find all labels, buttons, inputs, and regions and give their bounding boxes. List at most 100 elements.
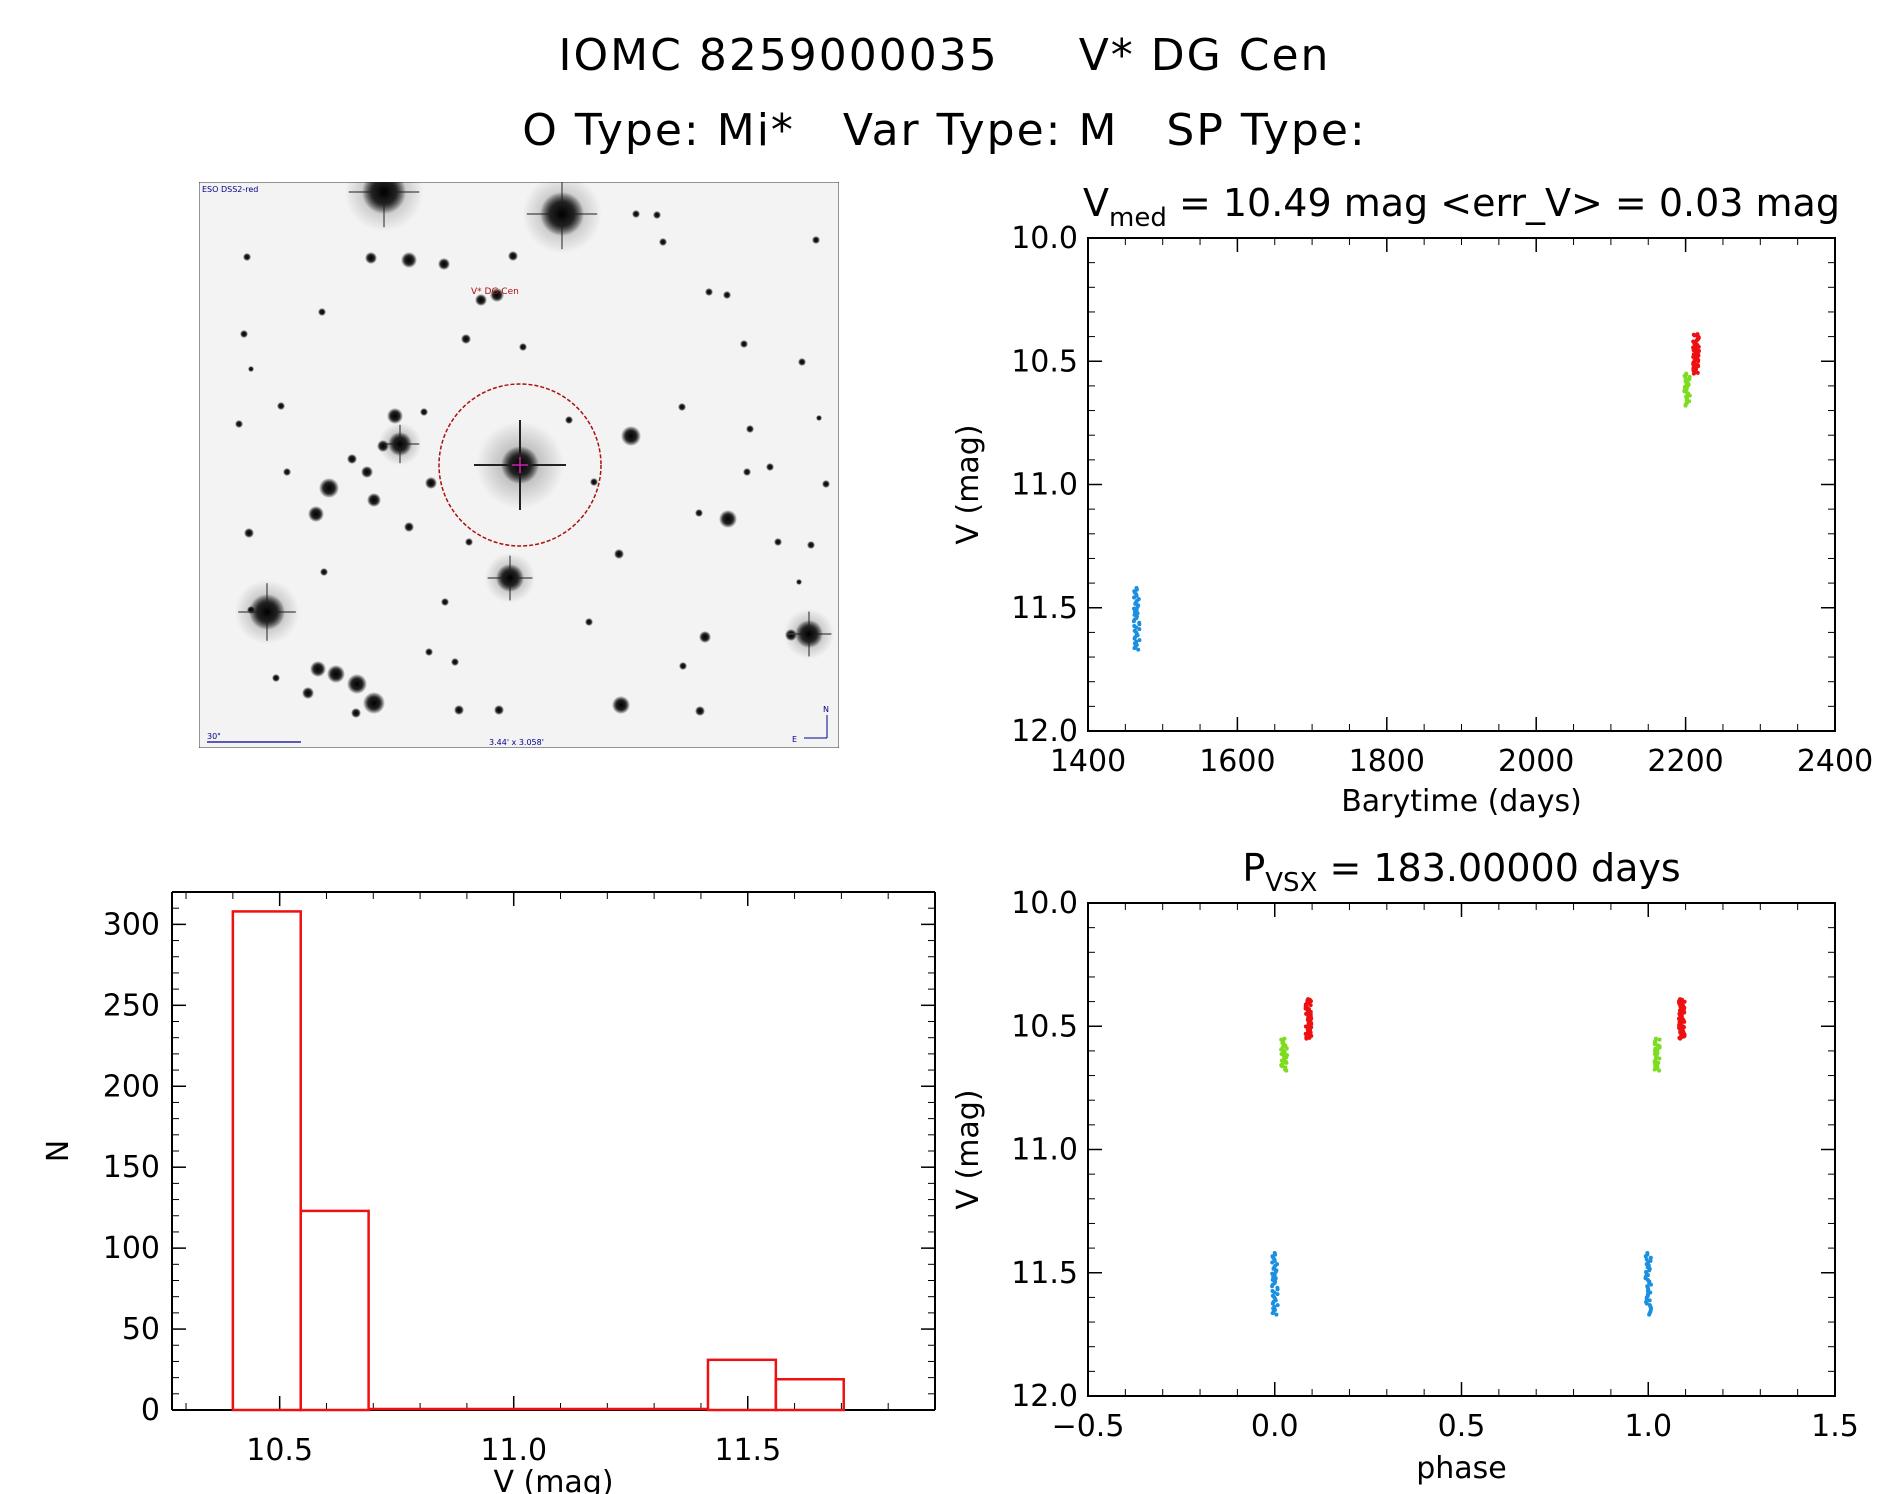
histogram-bar bbox=[231, 910, 302, 1412]
data-point bbox=[1657, 1068, 1662, 1073]
finder-star bbox=[327, 665, 345, 683]
finder-star bbox=[766, 463, 774, 471]
finder-star bbox=[302, 687, 314, 699]
finder-star bbox=[796, 579, 802, 585]
finder-star bbox=[798, 358, 806, 366]
y-axis-label: V (mag) bbox=[951, 1089, 986, 1209]
finder-star bbox=[319, 478, 339, 498]
y-tick-label: 300 bbox=[103, 907, 160, 942]
data-point bbox=[1657, 1056, 1662, 1061]
finder-star bbox=[565, 416, 573, 424]
data-point bbox=[1307, 1035, 1312, 1040]
finder-star bbox=[318, 308, 326, 316]
data-point bbox=[1270, 1311, 1275, 1316]
data-point bbox=[1132, 636, 1137, 641]
finder-star bbox=[699, 631, 711, 643]
finder-star bbox=[653, 211, 661, 219]
target-circle bbox=[438, 383, 602, 547]
y-tick-label: 11.0 bbox=[1011, 1133, 1078, 1168]
finder-star bbox=[719, 510, 737, 528]
data-point bbox=[1647, 1312, 1652, 1317]
finder-star bbox=[740, 340, 748, 348]
data-point bbox=[1275, 1292, 1280, 1297]
finder-star bbox=[367, 493, 381, 507]
finder-star bbox=[420, 408, 428, 416]
finder-star bbox=[816, 415, 822, 421]
finder-star bbox=[508, 251, 518, 261]
data-point bbox=[1137, 622, 1142, 627]
finder-star bbox=[425, 477, 437, 489]
data-point bbox=[1691, 355, 1696, 360]
data-point bbox=[1270, 1301, 1275, 1306]
finder-star bbox=[347, 454, 357, 464]
data-point bbox=[1270, 1284, 1275, 1289]
data-point bbox=[1682, 1019, 1687, 1024]
object-type-subtitle: O Type: Mi* Var Type: M SP Type: bbox=[522, 105, 1367, 156]
finder-star bbox=[438, 258, 450, 270]
finder-star bbox=[363, 692, 385, 714]
data-point bbox=[1647, 1298, 1652, 1303]
finder-star bbox=[632, 210, 640, 218]
finder-star bbox=[812, 236, 820, 244]
finder-star bbox=[723, 291, 731, 299]
x-tick-label: 0.5 bbox=[1438, 1409, 1486, 1444]
x-tick-label: 2200 bbox=[1647, 744, 1723, 779]
histogram-bar bbox=[706, 1358, 778, 1412]
finder-star bbox=[425, 648, 433, 656]
y-tick-label: 12.0 bbox=[1011, 1379, 1078, 1414]
data-point bbox=[1280, 1064, 1285, 1069]
x-tick-label: 1600 bbox=[1199, 744, 1275, 779]
finder-star bbox=[807, 541, 815, 549]
y-tick-label: 11.0 bbox=[1011, 468, 1078, 503]
finder-star bbox=[540, 192, 584, 236]
finder-star bbox=[441, 598, 449, 606]
data-point bbox=[1136, 647, 1141, 652]
finder-star bbox=[743, 468, 751, 476]
data-point bbox=[1678, 1036, 1683, 1041]
finder-star bbox=[308, 506, 324, 522]
data-point bbox=[1274, 1312, 1279, 1317]
data-point bbox=[1135, 604, 1140, 609]
x-tick-label: 10.5 bbox=[246, 1433, 313, 1468]
finder-star bbox=[249, 594, 285, 630]
data-point bbox=[1132, 595, 1137, 600]
object-id-title: IOMC 8259000035 V* DG Cen bbox=[558, 30, 1331, 81]
y-tick-label: 0 bbox=[141, 1393, 160, 1428]
data-point bbox=[1695, 370, 1700, 375]
finder-star bbox=[361, 466, 373, 478]
finder-star bbox=[365, 252, 377, 264]
finder-star bbox=[283, 468, 291, 476]
x-tick-label: 1400 bbox=[1050, 744, 1126, 779]
y-axis-label: N bbox=[41, 1140, 76, 1162]
finder-star bbox=[351, 708, 361, 718]
finder-star bbox=[387, 408, 403, 424]
target-name-label: V* DG Cen bbox=[471, 287, 519, 297]
finder-star bbox=[240, 330, 248, 338]
phased-lightcurve-plot: −0.5 0.0 0.5 1.0 1.5 10.0 10.5 11.0 11.5 12.0 phas… bbox=[951, 846, 1859, 1486]
finder-star bbox=[244, 528, 254, 538]
x-tick-label: 11.5 bbox=[714, 1433, 781, 1468]
finder-star bbox=[272, 674, 280, 682]
data-point bbox=[1648, 1282, 1653, 1287]
finder-star bbox=[461, 334, 471, 344]
finder-star bbox=[795, 620, 823, 648]
y-tick-label: 10.0 bbox=[1011, 221, 1078, 256]
histogram-bar bbox=[299, 1209, 370, 1412]
x-tick-label: 2000 bbox=[1498, 744, 1574, 779]
data-point bbox=[1643, 1254, 1648, 1259]
data-point bbox=[1652, 1042, 1657, 1047]
data-point bbox=[1137, 638, 1142, 643]
data-point bbox=[1132, 646, 1137, 651]
data-point bbox=[1275, 1287, 1280, 1292]
histogram-bar bbox=[774, 1377, 845, 1412]
data-point bbox=[1696, 359, 1701, 364]
data-point bbox=[1657, 1037, 1662, 1042]
y-tick-label: 11.5 bbox=[1011, 1256, 1078, 1291]
finder-star bbox=[774, 538, 782, 546]
finder-star bbox=[454, 705, 464, 715]
finder-star bbox=[614, 549, 624, 559]
finder-star bbox=[475, 294, 487, 306]
data-point bbox=[1273, 1269, 1278, 1274]
finder-chart-image: ESO DSS2-red V* DG Cen 30" 3.44' x 3.058… bbox=[199, 182, 839, 748]
